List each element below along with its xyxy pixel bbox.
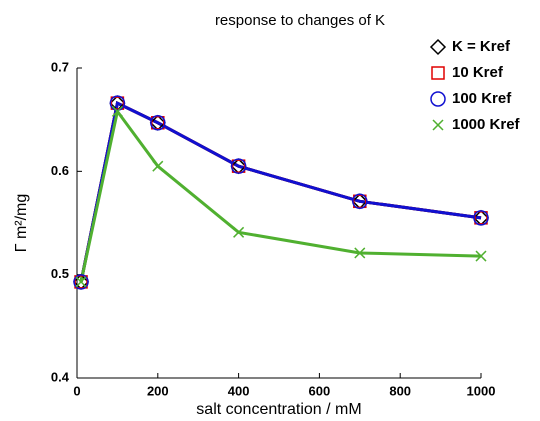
marker	[474, 211, 488, 225]
marker	[473, 210, 489, 226]
legend-label: 100 Kref	[452, 90, 512, 107]
marker	[353, 194, 367, 209]
x-tick-label: 600	[309, 383, 331, 398]
marker	[110, 96, 125, 110]
marker	[150, 115, 166, 131]
y-tick-label: 0.7	[51, 59, 69, 74]
marker	[73, 274, 89, 290]
series-line	[79, 107, 482, 283]
marker	[354, 247, 366, 259]
legend-marker	[432, 119, 444, 131]
marker	[151, 116, 165, 130]
chart-title: response to changes of K	[215, 12, 385, 29]
x-tick-label: 800	[389, 383, 411, 398]
legend-marker	[430, 91, 446, 107]
marker	[152, 160, 164, 172]
x-tick-label: 400	[228, 383, 250, 398]
legend-marker	[431, 66, 445, 80]
y-tick-label: 0.6	[51, 163, 69, 178]
marker	[233, 226, 245, 238]
legend-label: 10 Kref	[452, 64, 504, 81]
marker	[75, 276, 87, 288]
marker	[352, 193, 368, 210]
marker	[230, 158, 247, 174]
legend-label: 1000 Kref	[452, 116, 521, 133]
y-axis-label: Γ m²/mg	[13, 194, 30, 253]
marker	[111, 105, 123, 117]
x-tick-label: 0	[73, 383, 80, 398]
x-tick-label: 200	[147, 383, 169, 398]
marker	[109, 95, 126, 111]
x-tick-label: 1000	[467, 383, 496, 398]
marker	[74, 275, 88, 289]
x-axis-label: salt concentration / mM	[196, 401, 361, 418]
y-tick-label: 0.5	[51, 266, 69, 281]
legend-label: K = Kref	[452, 38, 511, 55]
y-tick-label: 0.4	[51, 369, 70, 384]
legend-marker	[429, 38, 447, 56]
marker	[475, 250, 487, 262]
marker	[231, 159, 246, 173]
